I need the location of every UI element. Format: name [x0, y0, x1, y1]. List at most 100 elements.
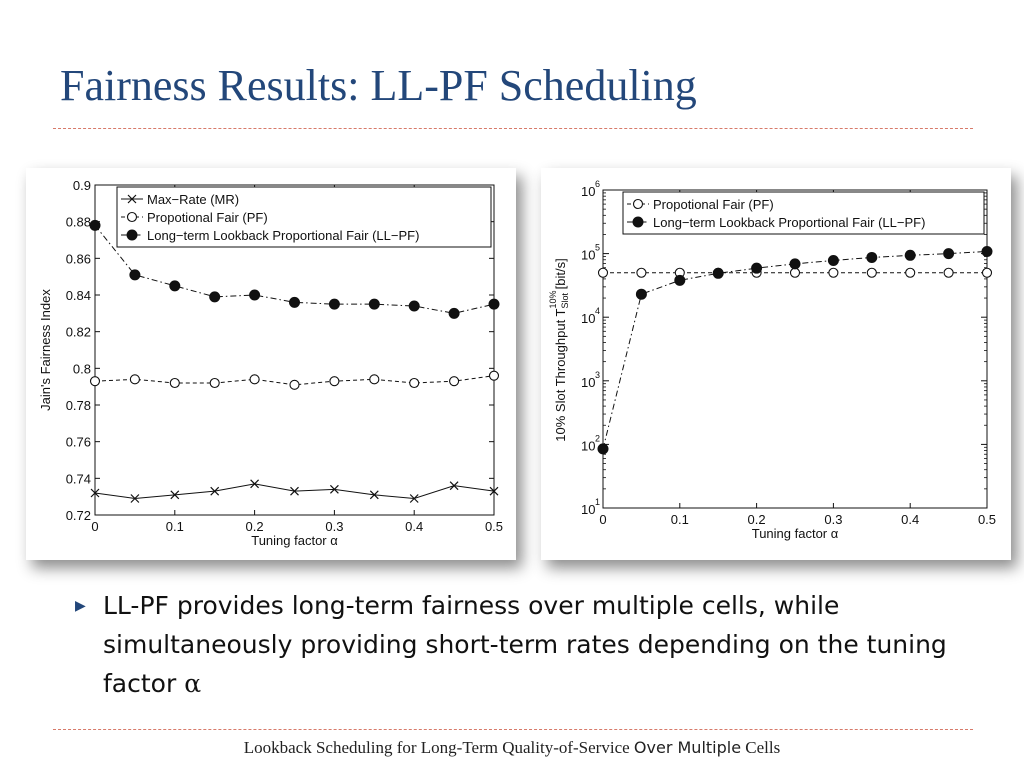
bullet-point: LL-PF provides long-term fairness over m…	[103, 586, 983, 703]
x-axis-label: Tuning factor α	[752, 526, 839, 541]
data-point	[89, 219, 101, 231]
x-tick-label: 0.3	[824, 512, 842, 527]
y-tick-label-exp: 2	[595, 433, 600, 443]
data-point	[449, 481, 459, 491]
legend-label: Propotional Fair (PF)	[147, 210, 268, 225]
data-point	[827, 254, 839, 266]
data-point	[369, 374, 380, 385]
x-tick-label: 0.4	[901, 512, 919, 527]
throughput-chart-panel: 0 0.1 0.2 0.3 0.4 0.5 10 1 10 2 10 3 10 4 10 5 10 6 Propot…	[541, 168, 1011, 560]
x-tick-label: 0.5	[485, 519, 503, 534]
data-point	[488, 370, 500, 381]
data-point	[597, 267, 609, 278]
data-point	[169, 280, 181, 292]
x-tick-label: 0	[91, 519, 98, 534]
data-point	[751, 262, 763, 274]
alpha-symbol: α	[184, 669, 202, 698]
data-point	[129, 269, 141, 281]
footer-divider	[53, 729, 973, 730]
data-point	[130, 494, 140, 503]
series-line	[602, 250, 988, 450]
y-axis-label: 10% Slot Throughput T10% Slot [bit/s]	[548, 258, 570, 441]
data-point	[129, 374, 140, 385]
x-tick-label: 0	[599, 512, 606, 527]
legend-marker	[126, 211, 138, 223]
x-tick-label: 0.1	[166, 519, 184, 534]
y-tick-label-base: 10	[581, 248, 595, 263]
fairness-index-chart: 0 0.1 0.2 0.3 0.4 0.5 0.72 0.74 0.76 0.78 0.8 0.82 0…	[38, 178, 503, 548]
y-tick-label: 0.82	[66, 325, 91, 340]
data-point	[250, 479, 260, 489]
data-point	[90, 488, 100, 498]
y-label-sup: 10%	[548, 290, 558, 308]
y-label-main: 10% Slot Throughput T	[553, 308, 568, 441]
data-point	[449, 376, 460, 387]
footer-text-c: Cells	[741, 738, 781, 757]
footer-text-a: Lookback Scheduling for Long-Term Qualit…	[243, 738, 634, 757]
data-point	[597, 443, 609, 455]
data-point	[329, 484, 339, 494]
y-tick-label: 0.8	[73, 361, 91, 376]
y-tick-label: 0.84	[66, 288, 91, 303]
y-tick-label-exp: 6	[595, 179, 600, 189]
data-point	[866, 251, 878, 263]
data-point	[328, 298, 340, 310]
data-point	[981, 245, 993, 257]
x-tick-label: 0.4	[405, 519, 423, 534]
y-label-unit: [bit/s]	[553, 258, 568, 293]
data-point	[828, 267, 839, 278]
y-tick-label: 0.76	[66, 435, 91, 450]
data-point	[712, 267, 724, 279]
data-point	[409, 377, 420, 389]
data-point	[636, 267, 647, 278]
data-point	[408, 300, 420, 312]
data-point	[674, 274, 686, 286]
data-point	[209, 377, 220, 389]
bullet-arrow-icon: ▶	[75, 597, 86, 613]
data-point	[448, 307, 460, 319]
data-point	[290, 486, 299, 496]
x-tick-label: 0.5	[978, 512, 996, 527]
x-tick-label: 0.2	[246, 519, 264, 534]
x-tick-label: 0.3	[325, 519, 343, 534]
data-point	[368, 298, 380, 310]
data-point	[789, 267, 801, 278]
legend-marker	[126, 229, 138, 241]
y-label-sub: Slot	[560, 292, 570, 308]
footer-text-b: Over Multiple	[633, 738, 742, 757]
title-divider	[53, 128, 973, 129]
data-point	[789, 258, 801, 270]
data-point	[905, 267, 916, 278]
legend-box	[116, 186, 492, 248]
data-point	[249, 289, 261, 301]
y-tick-label-exp: 3	[595, 370, 600, 380]
legend-label: Propotional Fair (PF)	[653, 197, 774, 212]
y-axis-label: Jain's Fairness Index	[38, 289, 53, 411]
series-line	[94, 375, 495, 386]
bullet-text: LL-PF provides long-term fairness over m…	[103, 591, 947, 698]
y-tick-label-exp: 5	[595, 243, 600, 253]
y-tick-label-exp: 1	[595, 497, 600, 507]
y-tick-label-base: 10	[581, 184, 595, 199]
y-tick-label-exp: 4	[595, 306, 600, 316]
data-point	[289, 296, 300, 308]
data-point	[209, 291, 221, 303]
data-point	[943, 248, 955, 260]
x-tick-label: 0.1	[671, 512, 689, 527]
data-point	[169, 377, 180, 389]
data-point	[904, 249, 916, 261]
y-tick-label: 0.9	[73, 178, 91, 193]
x-axis-label: Tuning factor α	[251, 533, 338, 548]
data-point	[210, 486, 220, 496]
slide-title: Fairness Results: LL-PF Scheduling	[60, 61, 697, 110]
data-point	[635, 288, 647, 300]
data-point	[289, 379, 300, 390]
legend-box	[622, 191, 985, 235]
data-point	[943, 267, 954, 278]
legend-marker	[632, 198, 644, 210]
legend-label: Long−term Lookback Proportional Fair (LL…	[147, 228, 419, 243]
data-point	[488, 298, 500, 310]
fairness-chart-panel: 0 0.1 0.2 0.3 0.4 0.5 0.72 0.74 0.76 0.78 0.8 0.82 0…	[26, 168, 516, 560]
y-tick-label-base: 10	[581, 375, 595, 390]
legend-marker	[127, 194, 137, 204]
